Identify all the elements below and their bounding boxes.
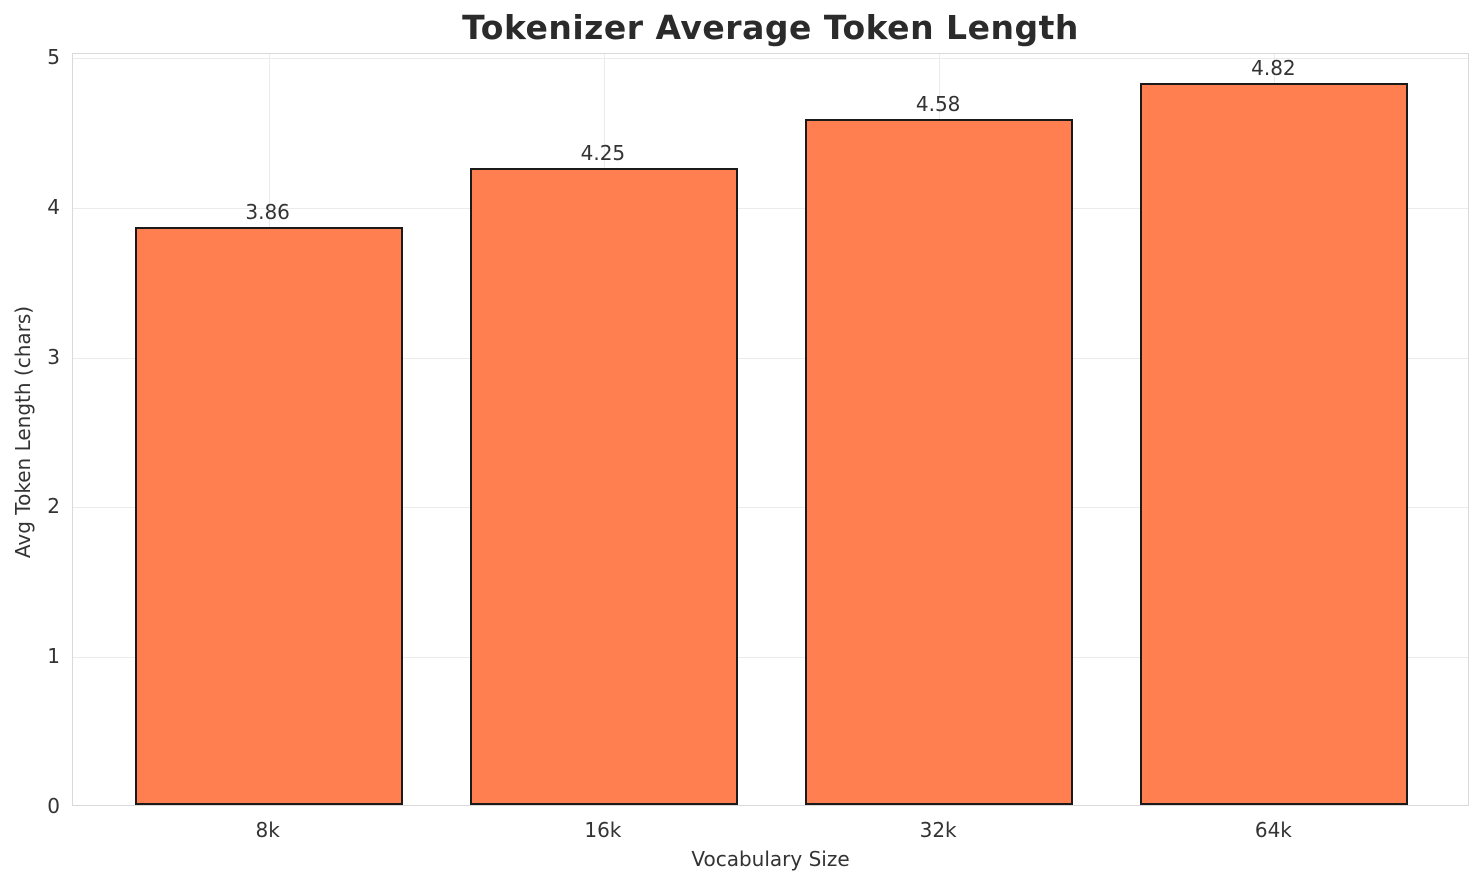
bar-8k [134,226,403,805]
x-tick-label-8k: 8k [255,818,280,842]
bar-32k [805,118,1074,805]
bar-value-label: 4.25 [580,141,626,166]
x-axis-title: Vocabulary Size [691,847,850,871]
gridline-horizontal [73,357,1468,359]
bar-64k [1140,82,1409,805]
chart-title: Tokenizer Average Token Length [462,8,1079,47]
x-tick-label-32k: 32k [919,818,957,842]
gridline-horizontal [73,58,1468,59]
bar-value-label: 3.86 [245,199,290,224]
gridline-horizontal [73,507,1468,509]
y-tick-label: 5 [47,45,60,69]
gridline-horizontal [73,657,1468,659]
bar-value-label: 4.82 [1251,55,1296,80]
y-tick-label: 4 [47,194,60,219]
y-tick-label: 0 [47,794,60,818]
y-tick-label: 2 [47,494,60,519]
x-tick-label-64k: 64k [1254,818,1292,842]
plot-area [72,53,1469,806]
x-tick-label-16k: 16k [584,818,622,842]
y-axis-title: Avg Token Length (chars) [11,305,35,559]
bar-value-label: 4.58 [915,91,961,116]
gridline-horizontal [73,207,1468,209]
y-tick-label: 3 [47,344,60,369]
bar-16k [469,168,738,805]
y-tick-label: 1 [47,644,60,669]
